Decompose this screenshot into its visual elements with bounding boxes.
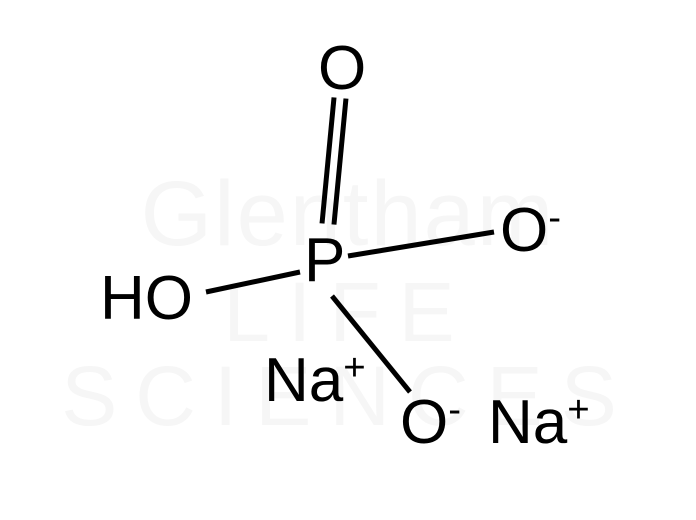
atom-Na-2: Na+ [488,392,590,454]
charge-minus-icon: - [548,196,561,239]
atom-P: P [304,230,345,292]
charge-minus-icon: - [448,388,461,431]
atom-O-right: O- [500,200,561,262]
atom-HO: HO [100,268,193,330]
diagram-canvas: Glentham LIFE SCIENCES O P HO O- O- Na+ … [0,0,696,520]
atom-O-bottom: O- [400,392,461,454]
charge-plus-icon: + [567,388,589,431]
atom-Na-1: Na+ [264,350,366,412]
charge-plus-icon: + [343,346,365,389]
atom-O-top: O [318,38,366,100]
